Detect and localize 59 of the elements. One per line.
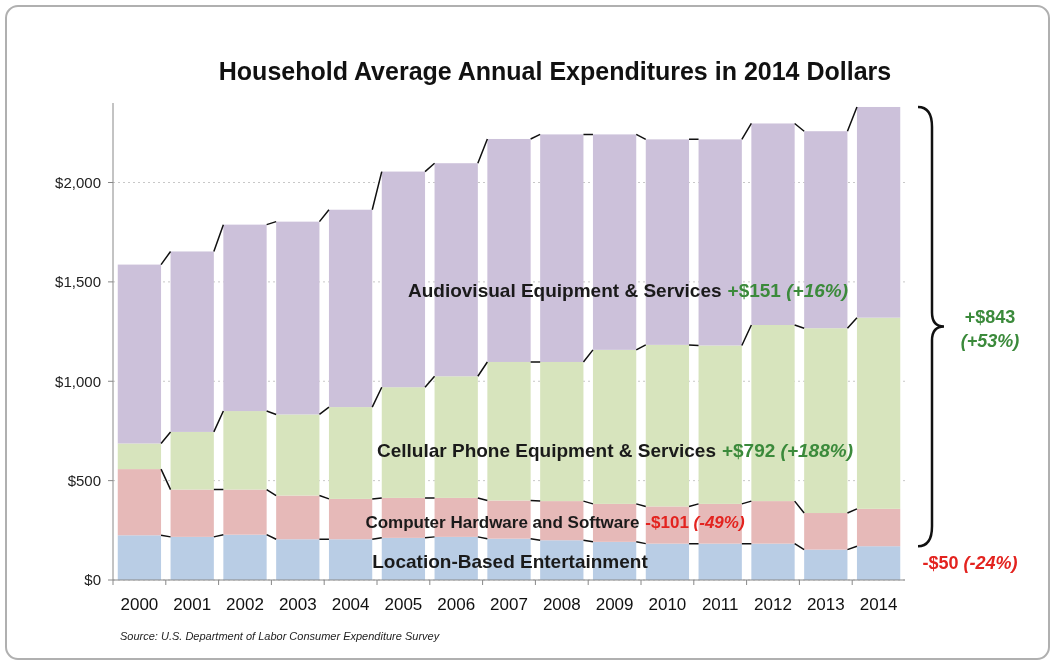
x-tick-label: 2013 [806, 595, 845, 614]
bar [170, 536, 214, 580]
series-label: Cellular Phone Equipment & Services [377, 440, 716, 461]
x-tick-label: 2003 [278, 595, 317, 614]
bar [856, 508, 901, 547]
y-tick-label: $2,000 [55, 173, 101, 191]
bar [698, 543, 742, 580]
y-tick-label: $0 [84, 571, 101, 589]
annotation: +$792 (+188%) [721, 440, 853, 461]
bar [117, 264, 162, 444]
bar [276, 495, 320, 540]
bar [170, 489, 214, 537]
bar [804, 513, 848, 550]
x-tick-label: 2005 [384, 595, 423, 614]
x-tick-label: 2004 [331, 595, 370, 614]
bar [223, 411, 267, 490]
text: -$50 (-24%) [922, 553, 1018, 574]
x-tick-label: 2012 [754, 595, 792, 614]
bar [328, 209, 373, 408]
bar [804, 549, 848, 580]
annotation: -$101 (-49%) [645, 513, 745, 532]
bar [856, 106, 901, 318]
x-tick-label: 2001 [173, 595, 212, 614]
x-tick-label: 2010 [648, 595, 687, 614]
x-tick-label: 2006 [437, 595, 476, 614]
x-tick-label: 2007 [490, 595, 528, 614]
bar [856, 317, 901, 509]
x-tick-label: 2011 [701, 595, 739, 614]
bar [170, 251, 214, 432]
bar [856, 546, 901, 580]
x-tick-label: 2000 [120, 595, 159, 614]
chart-title: Household Average Annual Expenditures in 2014 Dollars [218, 57, 892, 85]
y-tick-label: $1,500 [55, 273, 101, 291]
bar [170, 431, 214, 490]
x-tick-label: 2014 [859, 595, 898, 614]
y-tick-label: $500 [67, 471, 101, 489]
series-label: Location-Based Entertainment [372, 551, 649, 572]
bar [117, 443, 162, 470]
bar [751, 543, 795, 580]
x-tick-label: 2008 [542, 595, 581, 614]
bar [117, 535, 162, 580]
series-label: Computer Hardware and Software [365, 513, 640, 532]
bar [328, 407, 373, 499]
x-tick-label: 2009 [595, 595, 634, 614]
bar [751, 501, 795, 544]
bar [328, 539, 373, 580]
bar [117, 469, 162, 536]
bar [223, 489, 267, 535]
bar [223, 534, 267, 580]
x-tick-label: 2002 [226, 595, 264, 614]
y-tick-label: $1,000 [55, 372, 101, 390]
source-note: Source: U.S. Department of Labor Consumer Expenditure Survey [120, 630, 441, 642]
bar [276, 539, 320, 580]
series-label: Audiovisual Equipment & Services [407, 280, 722, 301]
text: +$843 (+53%) [960, 306, 1020, 351]
bar [223, 224, 267, 412]
bar [276, 221, 320, 415]
annotation: +$151 (+16%) [727, 280, 849, 301]
bar [276, 414, 320, 496]
